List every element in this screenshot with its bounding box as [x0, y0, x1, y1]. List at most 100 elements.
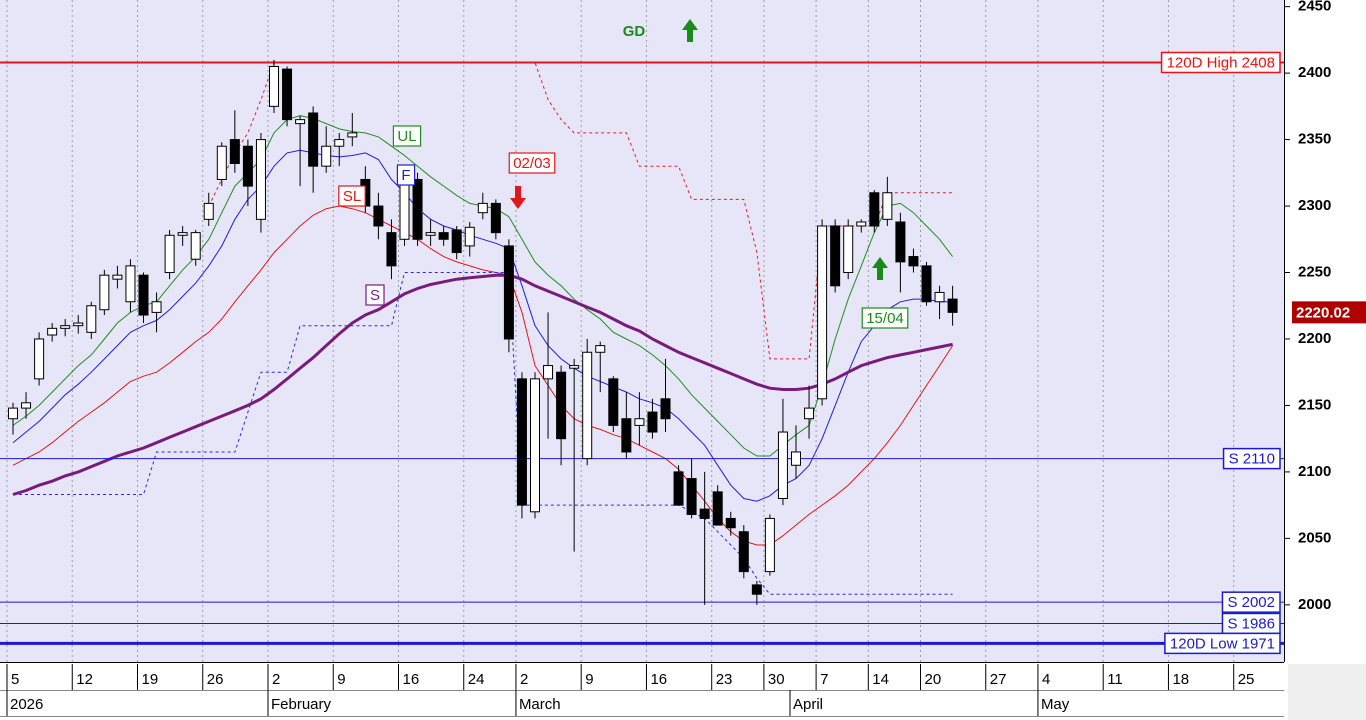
y-tick-label: 2000 — [1298, 596, 1331, 613]
candle-body — [125, 265, 136, 303]
last-price: 2220.02 — [1296, 304, 1350, 321]
candle-body — [477, 202, 488, 214]
candle-body — [856, 221, 867, 227]
candle-body — [777, 431, 788, 499]
candle-body — [464, 226, 475, 247]
candle-body — [621, 418, 632, 453]
candle-body — [60, 325, 71, 329]
candle-body — [282, 68, 293, 121]
series-label: SL — [343, 188, 361, 205]
candle-body — [8, 407, 18, 420]
x-tick-label: 9 — [585, 671, 593, 688]
x-tick-label: 14 — [872, 671, 889, 688]
candle-body — [99, 274, 110, 311]
level-label-box — [1222, 447, 1281, 470]
candle-body — [725, 517, 736, 529]
candle-body — [947, 298, 958, 313]
candle-body — [843, 225, 854, 274]
candle-body — [530, 378, 540, 513]
level-label: 120D High 2408 — [1167, 54, 1275, 71]
level-label: 120D Low 1971 — [1170, 635, 1275, 652]
candle-body — [203, 202, 214, 220]
x-tick-label: 20 — [925, 671, 942, 688]
x-tick-label: 4 — [1042, 671, 1050, 688]
series-label-box — [392, 125, 422, 147]
corner — [1288, 664, 1366, 720]
indicator-line — [12, 205, 954, 546]
candle-body — [608, 378, 619, 426]
candle-body — [451, 229, 462, 254]
indicator-line — [12, 273, 953, 496]
candle-body — [699, 508, 710, 519]
y-tick-label: 2400 — [1298, 64, 1331, 81]
candle-body — [869, 192, 880, 227]
signal-label: GD — [623, 23, 646, 40]
marker-label: 02/03 — [513, 155, 551, 172]
candle-body — [764, 517, 775, 573]
x-tick-label: 23 — [716, 671, 733, 688]
candle-body — [751, 584, 762, 595]
month-label: March — [519, 696, 561, 713]
candle-body — [373, 205, 384, 227]
signal-arrow — [682, 19, 698, 42]
candle-body — [569, 365, 580, 369]
candle-body — [673, 471, 684, 506]
x-tick-label: 18 — [1172, 671, 1189, 688]
month-label: April — [793, 696, 823, 713]
indicator-line — [12, 149, 953, 502]
series-label: UL — [397, 128, 416, 145]
y-axis-background — [1284, 0, 1366, 662]
y-tick-label: 2100 — [1298, 463, 1331, 480]
x-tick-label: 2 — [520, 671, 528, 688]
series-label-box — [396, 164, 416, 186]
x-tick-label: 5 — [11, 671, 19, 688]
level-label: S 2110 — [1229, 451, 1275, 468]
candle-body — [151, 301, 162, 313]
candle-body — [86, 305, 97, 333]
trail-line — [13, 272, 953, 595]
candle-body — [34, 338, 45, 380]
candle-body — [895, 221, 906, 263]
x-tick-label: 16 — [403, 671, 420, 688]
candle-body — [347, 132, 358, 138]
candle-body — [295, 119, 306, 125]
series-label: S — [370, 287, 380, 304]
candle-body — [582, 351, 593, 460]
x-tick-label: 12 — [76, 671, 93, 688]
candle-body — [660, 398, 671, 420]
y-tick-label: 2450 — [1298, 0, 1331, 15]
marker-label-box — [861, 307, 909, 329]
level-label-box — [1160, 51, 1281, 74]
last-price-box — [1292, 301, 1366, 324]
candle-body — [503, 245, 514, 340]
x-tick-label: 30 — [768, 671, 785, 688]
candle-body — [438, 232, 449, 240]
x-tick-label: 24 — [468, 671, 485, 688]
candle-body — [556, 371, 567, 440]
level-label-box — [1221, 591, 1281, 613]
candle-body — [543, 365, 554, 380]
level-label: S 2002 — [1227, 594, 1275, 611]
y-tick-label: 2150 — [1298, 396, 1331, 413]
candle-body — [321, 145, 332, 167]
candle-body — [177, 232, 188, 236]
x-tick-label: 26 — [207, 671, 224, 688]
x-tick-label: 19 — [142, 671, 159, 688]
candle-body — [738, 531, 749, 573]
level-label: S 1986 — [1227, 615, 1275, 632]
candle-body — [255, 139, 266, 220]
candle-body — [425, 232, 436, 236]
candle-body — [412, 178, 423, 240]
candle-body — [908, 256, 919, 267]
series-label: F — [401, 167, 410, 184]
candle-body — [634, 418, 645, 426]
x-tick-label: 9 — [337, 671, 345, 688]
candle-body — [830, 225, 841, 287]
candle-body — [817, 225, 828, 400]
series-label-box — [365, 284, 385, 306]
candle-body — [216, 145, 227, 180]
candle-body — [73, 322, 84, 327]
candle-body — [308, 112, 319, 167]
